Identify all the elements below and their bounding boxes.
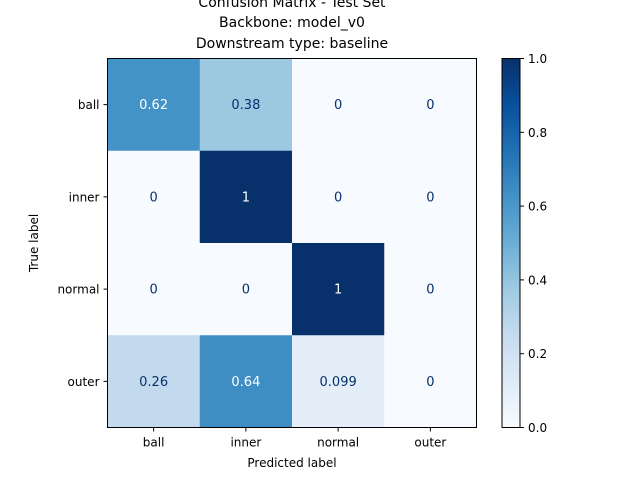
colorbar: 0.0 0.2 0.4 0.6 0.8 1.0 [501, 52, 547, 435]
x-axis-ticks: ball inner normal outer [143, 427, 446, 450]
x-tick-label-normal: normal [317, 436, 359, 450]
title-line-3: Downstream type: baseline [196, 36, 388, 52]
heatmap-cell-normal-normal [292, 243, 385, 336]
heatmap-cell-ball-normal [292, 58, 385, 152]
colorbar-tick-label: 0.4 [528, 273, 547, 287]
heatmap-cell-normal-outer [384, 243, 477, 336]
cell-label-ball-inner: 0.38 [231, 98, 260, 113]
y-tick-label-ball: ball [78, 98, 100, 112]
colorbar-tick-label: 0.6 [528, 200, 547, 214]
cell-label-ball-ball: 0.62 [139, 98, 168, 113]
heatmap-cell-ball-ball [107, 58, 201, 152]
heatmap-cell-outer-inner [199, 335, 293, 428]
cell-label-inner-normal: 0 [334, 190, 342, 205]
heatmap-cell-inner-normal [292, 150, 385, 244]
colorbar-gradient [502, 58, 520, 428]
heatmap-cell-ball-outer [384, 58, 477, 152]
cell-label-inner-ball: 0 [149, 190, 157, 205]
colorbar-tick-label: 0.0 [528, 421, 547, 435]
heatmap-cell-normal-ball [107, 243, 201, 336]
cell-label-normal-outer: 0 [426, 283, 434, 298]
cell-label-normal-normal: 1 [334, 283, 342, 298]
heatmap-cell-ball-inner [199, 58, 293, 152]
colorbar-ticks: 0.0 0.2 0.4 0.6 0.8 1.0 [520, 52, 547, 435]
colorbar-tick-label: 0.2 [528, 347, 547, 361]
heatmap-cell-inner-outer [384, 150, 477, 244]
cell-label-outer-normal: 0.099 [320, 375, 357, 390]
cell-label-ball-normal: 0 [334, 98, 342, 113]
cell-label-outer-ball: 0.26 [139, 375, 168, 390]
x-tick-label-inner: inner [230, 436, 261, 450]
heatmap-cell-outer-ball [107, 335, 201, 428]
cell-label-inner-inner: 1 [242, 190, 250, 205]
cell-label-normal-inner: 0 [242, 283, 250, 298]
y-axis-label: True label [27, 214, 41, 273]
x-tick-label-outer: outer [414, 436, 446, 450]
heatmap-cell-outer-normal [292, 335, 385, 428]
heatmap-cell-inner-inner [199, 150, 293, 244]
heatmap-cell-inner-ball [107, 150, 201, 244]
x-axis-label: Predicted label [247, 456, 336, 470]
y-tick-label-outer: outer [68, 375, 100, 389]
cell-label-inner-outer: 0 [426, 190, 434, 205]
x-tick-label-ball: ball [143, 436, 165, 450]
y-tick-label-inner: inner [69, 190, 100, 204]
y-tick-label-normal: normal [57, 283, 99, 297]
cell-annotations: 0.62 0.38 0 0 0 1 0 0 0 0 1 0 0.26 0.64 0.099 0 [139, 98, 434, 390]
y-axis-ticks: ball inner normal outer [57, 98, 108, 389]
cell-label-outer-outer: 0 [426, 375, 434, 390]
colorbar-frame [501, 58, 521, 428]
colorbar-tick-label: 1.0 [528, 52, 547, 66]
title-line-2: Backbone: model_v0 [219, 15, 365, 31]
colorbar-tick-label: 0.8 [528, 126, 547, 140]
cell-label-ball-outer: 0 [426, 98, 434, 113]
heatmap-cells [107, 58, 477, 428]
heatmap-cell-outer-outer [384, 335, 477, 428]
chart-title: Confusion Matrix - Test Set Backbone: mo… [196, 0, 388, 52]
heatmap-cell-normal-inner [199, 243, 293, 336]
cell-label-normal-ball: 0 [149, 283, 157, 298]
plot-frame [107, 58, 477, 428]
title-line-1: Confusion Matrix - Test Set [198, 0, 386, 11]
cell-label-outer-inner: 0.64 [231, 375, 260, 390]
